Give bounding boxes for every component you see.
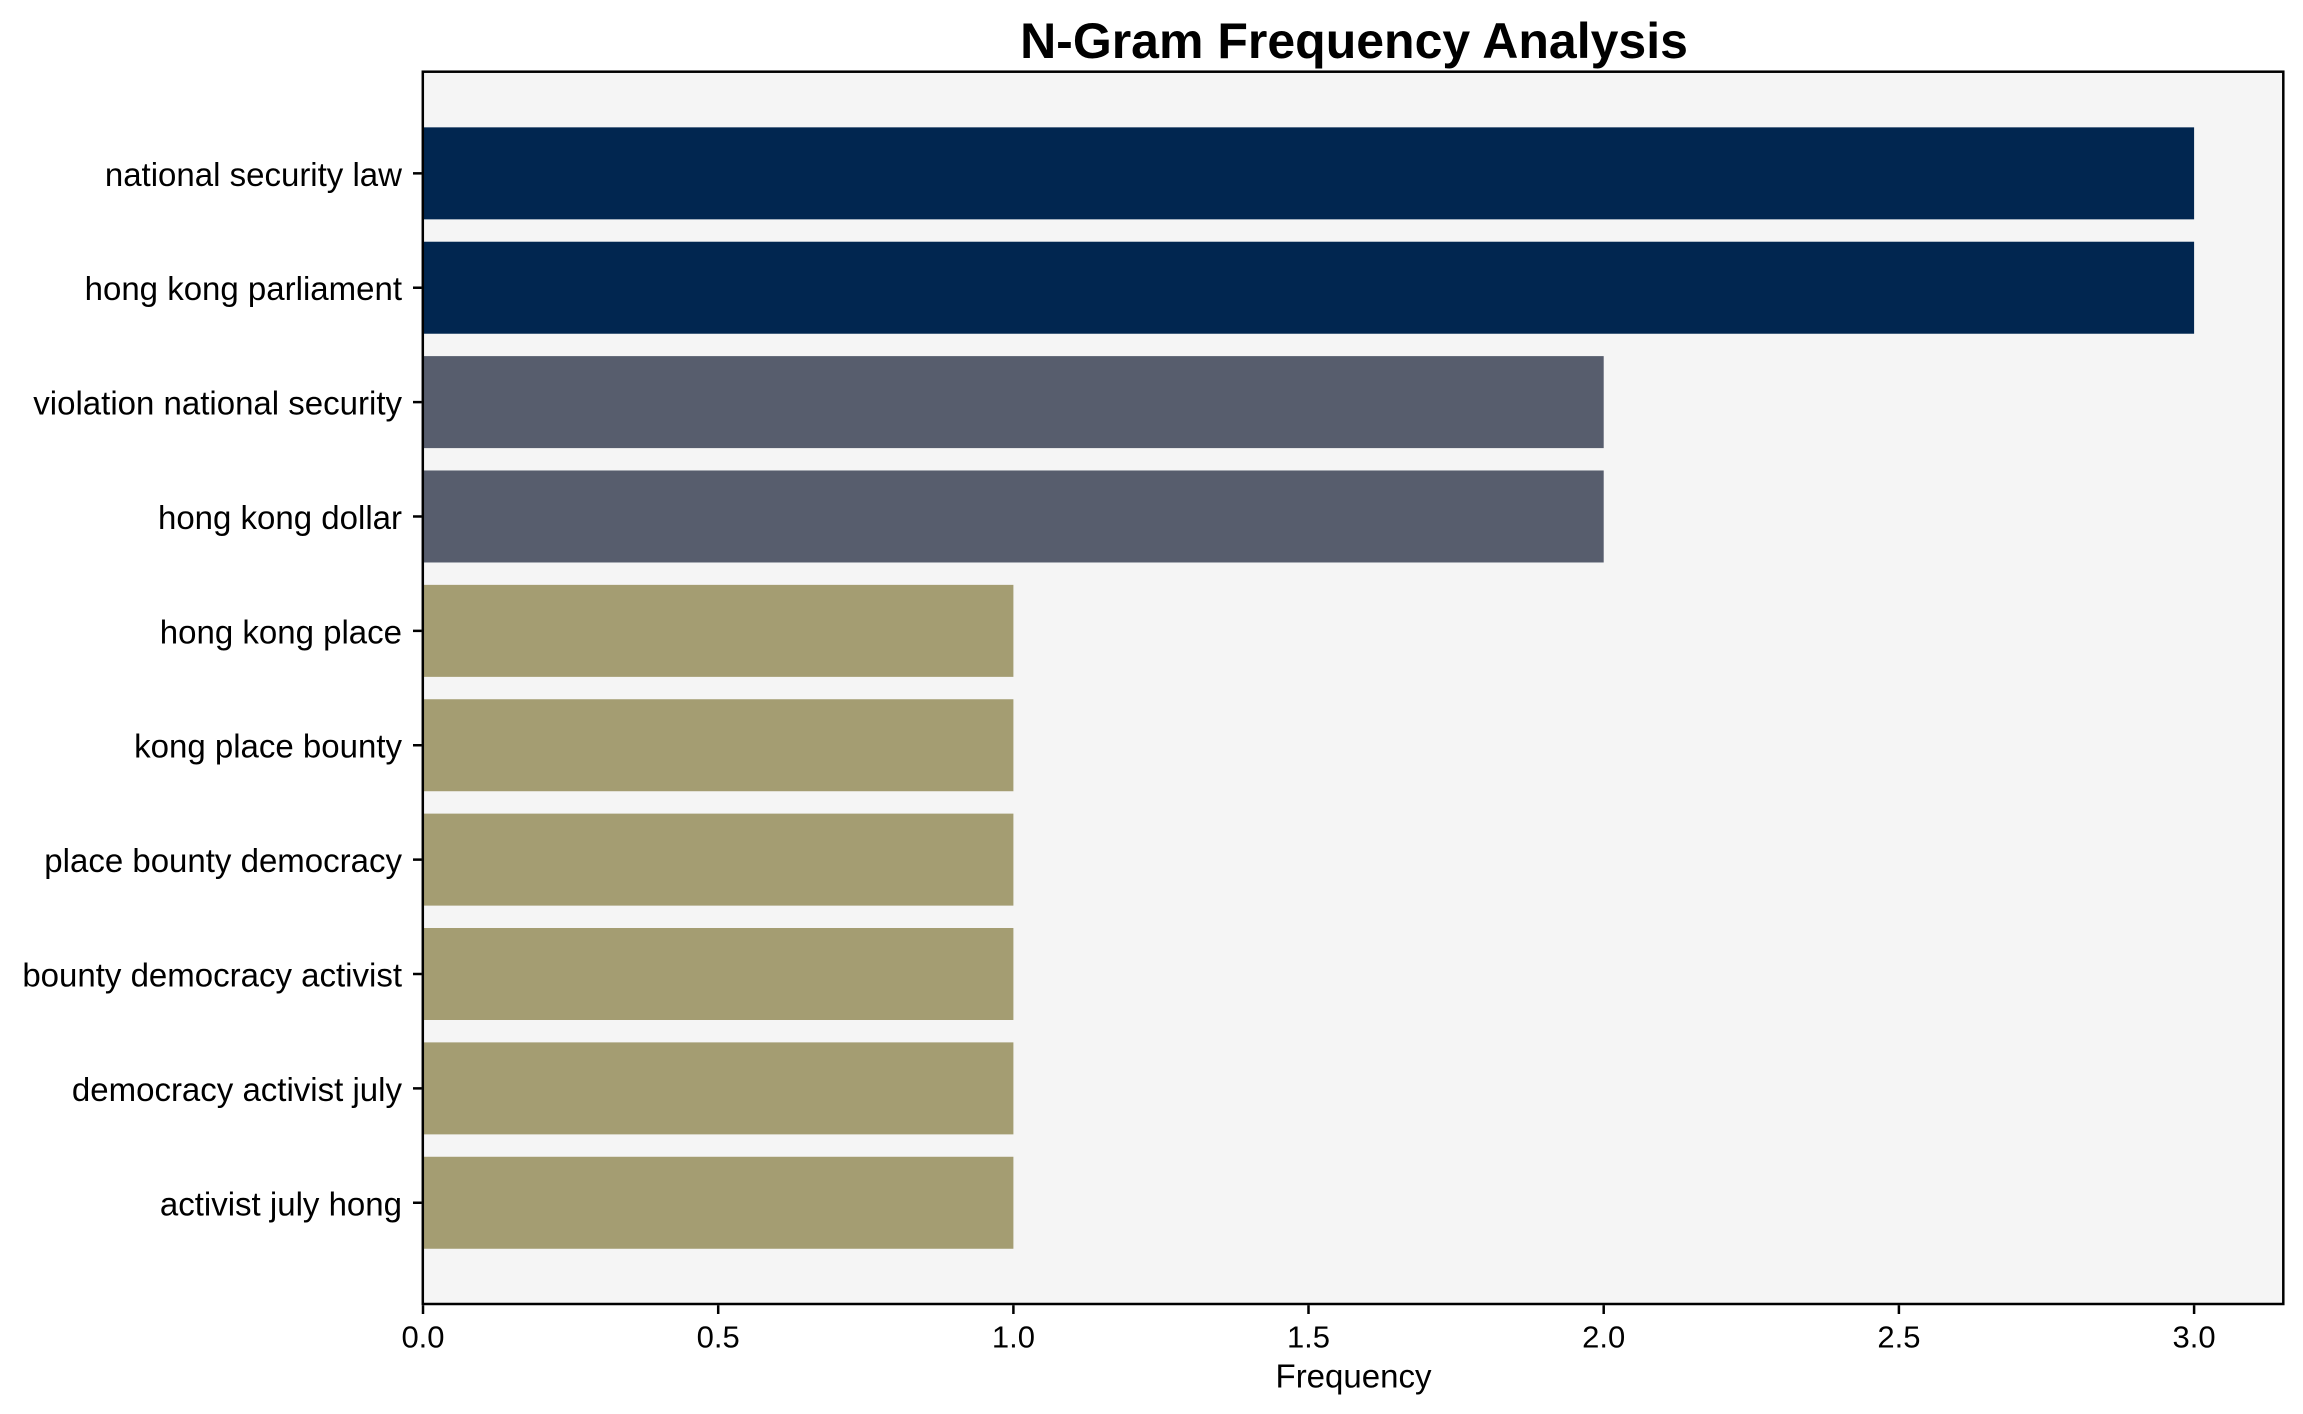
svg-text:1.5: 1.5 [1287,1320,1330,1355]
svg-text:hong kong parliament: hong kong parliament [85,270,402,307]
svg-text:hong kong dollar: hong kong dollar [158,499,402,536]
svg-text:1.0: 1.0 [992,1320,1035,1355]
svg-text:0.5: 0.5 [697,1320,740,1355]
svg-text:0.0: 0.0 [401,1320,444,1355]
svg-text:place bounty democracy: place bounty democracy [44,842,402,879]
svg-text:national security law: national security law [105,156,402,193]
svg-text:democracy activist july: democracy activist july [72,1071,403,1108]
svg-text:Frequency: Frequency [1276,1358,1432,1395]
svg-text:activist july hong: activist july hong [160,1185,402,1222]
svg-text:N-Gram Frequency Analysis: N-Gram Frequency Analysis [1020,13,1688,69]
svg-text:violation national security: violation national security [33,385,402,422]
svg-text:2.0: 2.0 [1582,1320,1625,1355]
svg-text:3.0: 3.0 [2173,1320,2216,1355]
svg-text:2.5: 2.5 [1877,1320,1920,1355]
svg-text:kong place bounty: kong place bounty [134,728,402,765]
svg-text:bounty democracy activist: bounty democracy activist [22,957,402,994]
svg-text:hong kong place: hong kong place [160,613,402,650]
